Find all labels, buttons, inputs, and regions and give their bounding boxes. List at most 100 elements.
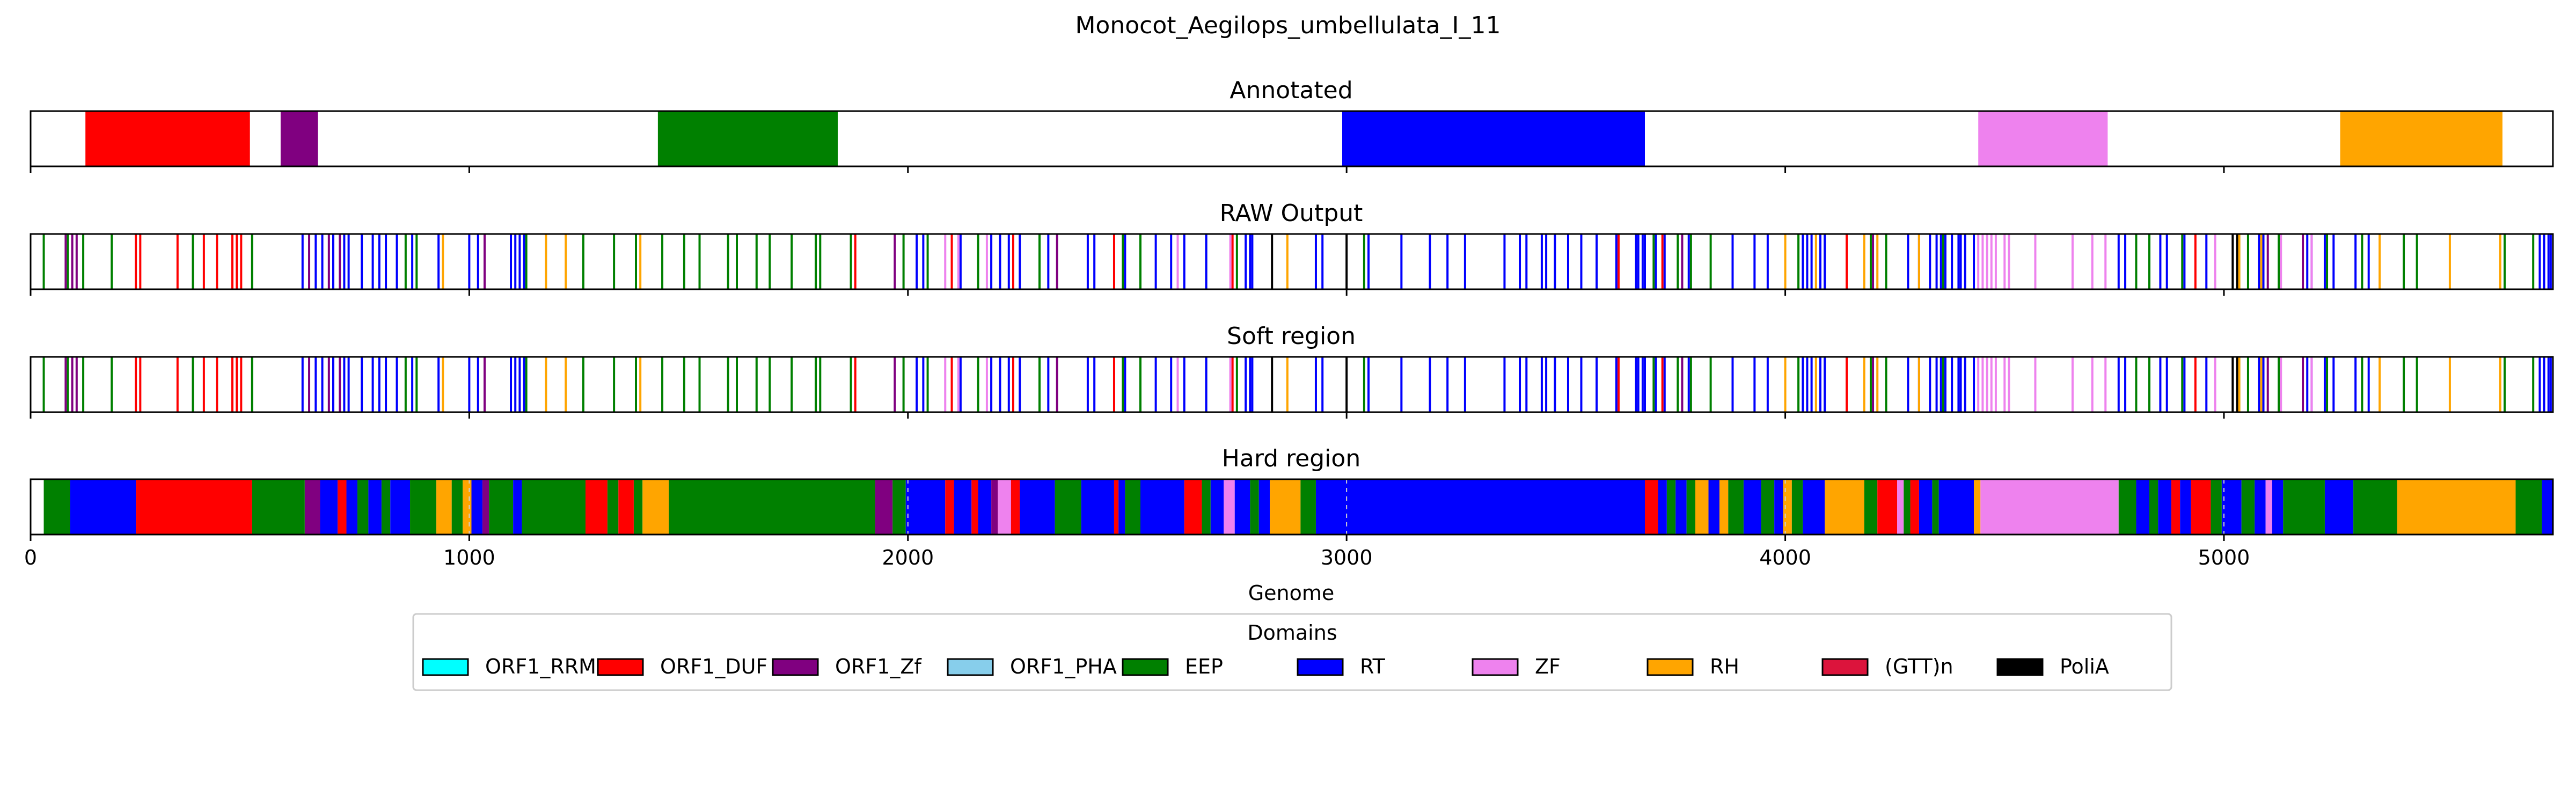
segment-orf1-duf: [1184, 479, 1202, 535]
segment-rt: [1803, 479, 1825, 535]
segment-rt: [1675, 479, 1687, 535]
segment-zf: [1978, 111, 2108, 166]
x-tick-label: 4000: [1759, 546, 1811, 569]
segment-rt: [2542, 479, 2553, 535]
segment-rt: [1708, 479, 1719, 535]
segment-rt: [1342, 111, 1645, 166]
segment-eep: [1791, 479, 1803, 535]
segment-rt: [368, 479, 382, 535]
segment-orf1-duf: [136, 479, 252, 535]
segment-eep: [252, 479, 305, 535]
segment-zf: [2265, 479, 2272, 535]
segment-rt: [1315, 479, 1645, 535]
panel-title-raw-output: RAW Output: [1220, 200, 1363, 227]
segment-eep: [1864, 479, 1878, 535]
segment-rt: [2180, 479, 2191, 535]
segment-rt: [1938, 479, 1974, 535]
panel-title-soft-region: Soft region: [1227, 323, 1356, 350]
segment-eep: [489, 479, 514, 535]
x-axis-label: Genome: [1248, 581, 1335, 605]
legend-swatch-zf: [1472, 658, 1519, 676]
segment-rt: [2158, 479, 2171, 535]
segment-eep: [1686, 479, 1695, 535]
legend-label-orf1-duf: ORF1_DUF: [660, 655, 767, 678]
segment-rt: [70, 479, 136, 535]
segment-orf1-zf: [991, 479, 998, 535]
x-tick-label: 5000: [2198, 546, 2250, 569]
segment-rh: [642, 479, 669, 535]
segment-zf: [1897, 479, 1904, 535]
segment-orf1-zf: [875, 479, 893, 535]
segment-rt: [2136, 479, 2149, 535]
segment-orf1-duf: [945, 479, 954, 535]
legend-label-gtt-n: (GTT)n: [1885, 655, 1953, 678]
legend-label-rh: RH: [1710, 655, 1739, 678]
segment-rt: [2255, 479, 2266, 535]
panel-background: [31, 357, 2553, 412]
panels: Annotated RAW Output Soft region Hard regio…: [30, 77, 2554, 541]
segment-rt: [390, 479, 411, 535]
segment-orf1-duf: [1011, 479, 1020, 535]
legend-label-orf1-pha: ORF1_PHA: [1010, 655, 1117, 678]
segment-rh: [1270, 479, 1301, 535]
legend-entry-gtt-n: (GTT)n: [1821, 655, 1953, 678]
segment-rh: [436, 479, 452, 535]
segment-rt: [2324, 479, 2354, 535]
legend-swatch-gtt-n: [1821, 658, 1869, 676]
legend-label-zf: ZF: [1535, 655, 1561, 678]
segment-rh: [1783, 479, 1792, 535]
legend-frame: [412, 613, 2172, 691]
legend-swatch-eep: [1122, 658, 1169, 676]
segment-orf1-duf: [2191, 479, 2211, 535]
segment-rt: [1210, 479, 1224, 535]
segment-rt: [320, 479, 338, 535]
x-tick-label: 1000: [443, 546, 495, 569]
legend-entry-eep: EEP: [1122, 655, 1223, 678]
legend-entry-orf1-pha: ORF1_PHA: [947, 655, 1117, 678]
legend-label-orf1-rrm: ORF1_RRM: [485, 655, 596, 678]
segment-rh: [1825, 479, 1864, 535]
segment-eep: [2118, 479, 2136, 535]
x-axis: 0 1000 2000 3000 4000 5000: [24, 546, 2250, 569]
legend-swatch-orf1-duf: [597, 658, 644, 676]
legend-swatch-orf1-pha: [947, 658, 994, 676]
segment-eep: [1728, 479, 1744, 535]
legend: Domains ORF1_RRM ORF1_DUF ORF1_Zf ORF1_PHA E…: [412, 613, 2172, 691]
legend-entry-orf1-zf: ORF1_Zf: [772, 655, 922, 678]
panel-hard-region: Hard region: [30, 445, 2554, 541]
segment-eep: [1932, 479, 1939, 535]
x-tick-label: 2000: [882, 546, 934, 569]
segment-rt: [1743, 479, 1761, 535]
chart-title: Monocot_Aegilops_umbellulata_I_11: [1075, 12, 1501, 39]
segment-orf1-duf: [1910, 479, 1919, 535]
panel-background: [31, 234, 2553, 289]
segment-orf1-duf: [1877, 479, 1897, 535]
legend-entry-zf: ZF: [1472, 655, 1561, 678]
segment-rt: [978, 479, 992, 535]
legend-entry-orf1-duf: ORF1_DUF: [597, 655, 767, 678]
legend-swatch-orf1-rrm: [422, 658, 469, 676]
segment-rt: [2221, 479, 2242, 535]
segment-eep: [1055, 479, 1081, 535]
legend-label-rt: RT: [1360, 655, 1386, 678]
legend-title: Domains: [1247, 621, 1337, 645]
segment-zf: [1980, 479, 2119, 535]
segment-orf1-duf: [85, 111, 250, 166]
segment-rh: [1695, 479, 1709, 535]
segment-rt: [513, 479, 522, 535]
segment-eep: [2149, 479, 2158, 535]
legend-swatch-orf1-zf: [772, 658, 819, 676]
segment-orf1-duf: [586, 479, 608, 535]
legend-entry-rt: RT: [1297, 655, 1386, 678]
segment-rh: [1974, 479, 1981, 535]
panel-title-hard-region: Hard region: [1222, 445, 1360, 472]
segment-orf1-zf: [482, 479, 489, 535]
segment-eep: [607, 479, 619, 535]
legend-swatch-rh: [1646, 658, 1694, 676]
legend-swatch-polia: [1996, 658, 2044, 676]
segment-orf1-duf: [1645, 479, 1658, 535]
segment-orf1-duf: [338, 479, 347, 535]
panel-frame: [30, 356, 2554, 413]
panel-annotated: Annotated: [30, 77, 2554, 173]
